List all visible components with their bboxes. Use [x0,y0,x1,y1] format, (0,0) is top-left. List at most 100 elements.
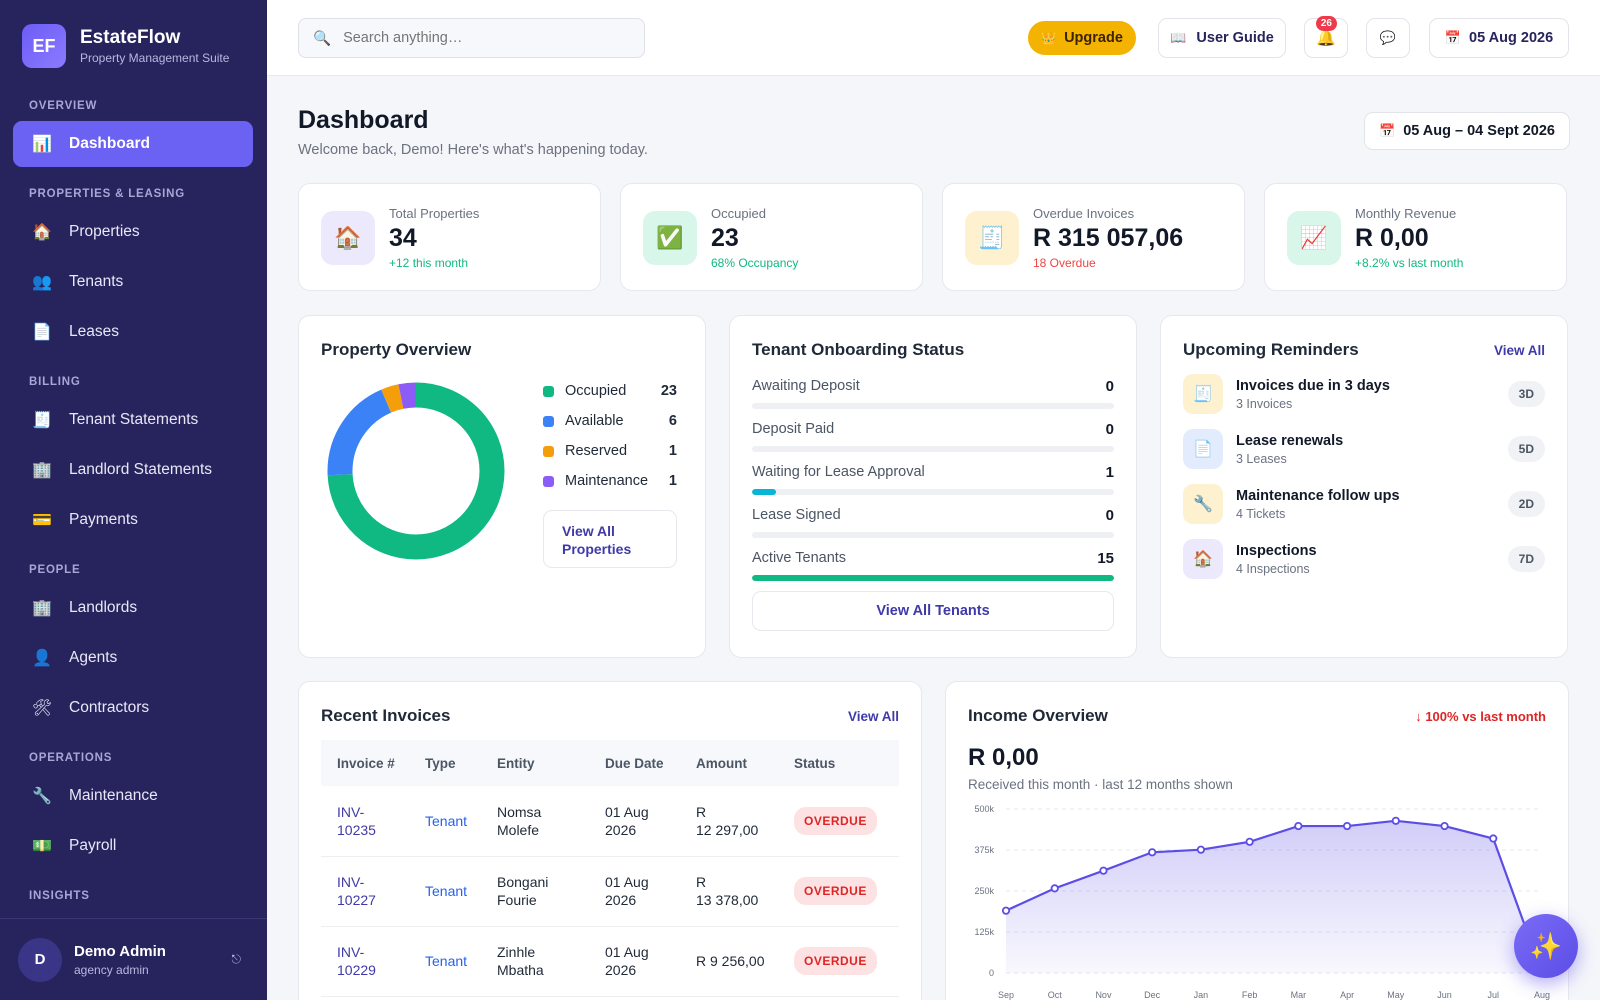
notifications-button[interactable]: 🔔 26 [1304,16,1348,58]
invoice-number-link[interactable]: INV- 10229 [337,944,376,978]
card-title: Income Overview [968,706,1108,725]
sidebar-item-label: Landlord Statements [69,461,213,478]
brand-subtitle: Property Management Suite [80,51,230,65]
due-date: 01 Aug 2026 [605,803,649,838]
onboarding-count: 0 [1105,421,1114,438]
reminder-glyph: 🧾 [1193,386,1213,403]
reminder-days-badge: 2D [1507,491,1545,517]
logout-icon[interactable]: ⎋ [231,952,242,966]
table-cell: Tenant [409,926,481,997]
column-header[interactable]: Due Date [589,740,680,786]
sidebar-item-payroll[interactable]: 💵 Payroll [13,823,253,869]
invoice-number-link[interactable]: INV- 10227 [337,874,376,908]
sidebar-item-dashboard[interactable]: 📊 Dashboard [13,121,253,167]
user-role: agency admin [74,962,149,977]
entity-type-link[interactable]: Tenant [425,812,468,829]
column-header[interactable]: Type [409,740,481,786]
checkmark-icon: ✅ [643,211,697,265]
search-input[interactable] [343,30,624,46]
nav-section-overview: OVERVIEW [29,100,98,112]
x-tick-label: Nov [1095,990,1112,1000]
column-header[interactable]: Amount [680,740,778,786]
data-point [1001,906,1011,915]
stat-card-total-properties[interactable]: 🏠 Total Properties 34 +12 this month [298,183,601,291]
search-box[interactable]: 🔍 [298,18,645,58]
column-header[interactable]: Invoice # [321,740,409,786]
brand[interactable]: EF EstateFlow Property Management Suite [22,24,229,68]
sidebar-item-properties[interactable]: 🏠 Properties [13,209,253,255]
nav-section-properties-leasing: PROPERTIES & LEASING [29,188,185,200]
nav-section-operations: OPERATIONS [29,752,113,764]
sidebar-item-landlord-statements[interactable]: 🏢 Landlord Statements [13,447,253,493]
stat-card-overdue-invoices[interactable]: 🧾 Overdue Invoices R 315 057,06 18 Overd… [942,183,1245,291]
x-tick-label: Mar [1291,990,1307,1000]
x-tick-label: Apr [1340,990,1354,1000]
sidebar-item-leases[interactable]: 📄 Leases [13,309,253,355]
sidebar-item-payments[interactable]: 💳 Payments [13,497,253,543]
entity-type-link[interactable]: Tenant [425,883,468,899]
invoice-number-link[interactable]: INV- 10235 [337,803,376,838]
date-button[interactable]: 📅 05 Aug 2026 [1429,18,1569,58]
onboarding-count: 15 [1097,550,1114,567]
onboarding-label: Waiting for Lease Approval [752,464,925,480]
reminder-item[interactable]: 🏠 Inspections 4 Inspections 7D [1183,539,1545,579]
onboarding-progress-track [752,532,1114,538]
user-guide-label: User Guide [1196,30,1274,46]
income-area-chart: 0 125k 250k 375k 500k Sep Oct Nov Dec Jan Feb Mar Ap… [974,804,1550,1000]
tools-icon: 🛠 [31,700,53,717]
sidebar-item-tenants[interactable]: 👥 Tenants [13,259,253,305]
upgrade-button[interactable]: 👑 Upgrade [1028,21,1136,55]
view-all-reminders-link[interactable]: View All [1493,343,1545,358]
onboarding-row-head: Awaiting Deposit 0 [752,378,1114,395]
sidebar-item-landlords[interactable]: 🏢 Landlords [13,585,253,631]
table-cell: R 12 297,00 [680,786,778,857]
data-point [1440,821,1449,831]
table-cell: 01 Aug 2026 [589,926,680,997]
income-overview-card: Income Overview ↓ 100% vs last month R 0… [945,681,1569,1000]
user-profile[interactable]: D Demo Admin agency admin ⎋ [0,918,267,1000]
sidebar-item-agents[interactable]: 👤 Agents [13,635,253,681]
card-title: Property Overview [321,340,472,359]
stat-card-occupied[interactable]: ✅ Occupied 23 68% Occupancy [620,183,923,291]
sidebar-item-maintenance[interactable]: 🔧 Maintenance [13,773,253,819]
calendar-icon: 📅 [1379,123,1396,138]
reminder-subtitle: 3 Leases [1236,451,1287,466]
view-all-invoices-link[interactable]: View All [847,709,899,724]
reminder-item[interactable]: 📄 Lease renewals 3 Leases 5D [1183,429,1545,469]
x-tick-label: Sep [998,990,1014,1000]
stat-glyph: 🧾 [978,225,1006,250]
receipt-icon: 🧾 [32,412,52,429]
view-all-properties-button[interactable]: View All Properties [543,510,677,568]
onboarding-label: Deposit Paid [752,421,835,437]
income-area [1006,820,1542,973]
entity-type-link[interactable]: Tenant [425,953,468,969]
sidebar-item-tenant-statements[interactable]: 🧾 Tenant Statements [13,397,253,443]
table-row[interactable]: INV- 10227 Tenant Bongani Fourie 01 Aug 202… [321,856,899,927]
y-tick-label: 125k [974,927,994,937]
property-donut-chart [327,382,505,560]
due-date: 01 Aug 2026 [605,874,649,908]
entity-name: Zinhle Mbatha [497,944,544,978]
column-header[interactable]: Status [778,740,899,786]
column-header[interactable]: Entity [481,740,589,786]
reminder-item[interactable]: 🧾 Invoices due in 3 days 3 Invoices 3D [1183,374,1545,414]
sidebar-item-contractors[interactable]: 🛠 Contractors [13,685,253,731]
stat-sub: 68% Occupancy [711,256,799,270]
date-range-picker[interactable]: 📅 05 Aug – 04 Sept 2026 [1364,112,1570,150]
table-row[interactable]: INV- 10229 Tenant Zinhle Mbatha 01 Aug 2026… [321,926,899,997]
reminder-item[interactable]: 🔧 Maintenance follow ups 4 Tickets 2D [1183,484,1545,524]
stat-card-monthly-revenue[interactable]: 📈 Monthly Revenue R 0,00 +8.2% vs last m… [1264,183,1567,291]
card-title: Upcoming Reminders [1183,340,1359,359]
x-tick-label: May [1387,990,1405,1000]
data-point [1342,821,1352,831]
table-row[interactable]: INV- 10235 Tenant Nomsa Molefe 01 Aug 2026 R… [321,786,899,857]
onboarding-row: Active Tenants 15 [752,550,1114,581]
sidebar-item-label: Landlords [69,599,138,616]
entity-name: Bongani Fourie [497,874,549,908]
view-all-tenants-button[interactable]: View All Tenants [752,591,1114,631]
assistant-fab-button[interactable]: ✨ [1514,914,1578,978]
onboarding-label: Active Tenants [752,550,847,566]
user-guide-button[interactable]: 📖 User Guide [1158,18,1286,58]
sidebar-item-label: Tenants [69,273,124,290]
messages-button[interactable]: 💬 [1366,18,1410,58]
